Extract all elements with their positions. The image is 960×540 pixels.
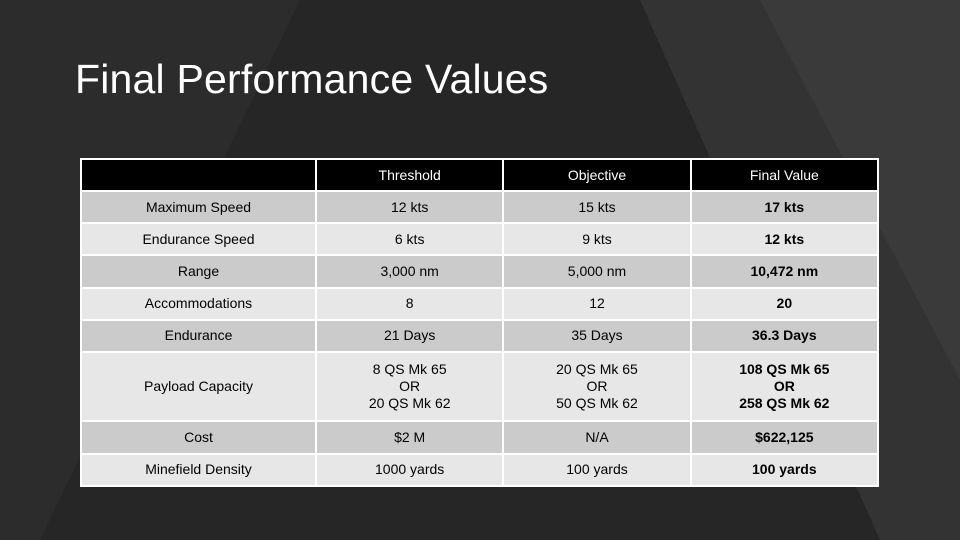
row-label: Range	[80, 254, 317, 289]
threshold-cell: 3,000 nm	[314, 254, 505, 289]
header-objective: Objective	[502, 158, 692, 192]
header-blank	[80, 158, 317, 192]
objective-cell: 35 Days	[502, 318, 692, 354]
final-value-cell: 12 kts	[689, 222, 880, 257]
row-label: Minefield Density	[80, 452, 317, 488]
threshold-cell: 8 QS Mk 65 OR 20 QS Mk 62	[314, 351, 505, 423]
row-label: Endurance Speed	[80, 222, 317, 257]
final-value-cell: $622,125	[689, 420, 880, 455]
objective-cell: 5,000 nm	[502, 254, 692, 289]
threshold-cell: 12 kts	[314, 189, 505, 225]
row-label: Endurance	[80, 318, 317, 354]
threshold-cell: 21 Days	[314, 318, 505, 354]
final-value-cell: 36.3 Days	[689, 318, 880, 354]
header-threshold: Threshold	[314, 158, 505, 192]
table-row: Range 3,000 nm 5,000 nm 10,472 nm	[80, 254, 880, 289]
final-value-cell: 20	[689, 286, 880, 321]
threshold-cell: 1000 yards	[314, 452, 505, 488]
table-row: Endurance 21 Days 35 Days 36.3 Days	[80, 318, 880, 354]
objective-cell: 15 kts	[502, 189, 692, 225]
final-value-cell: 17 kts	[689, 189, 880, 225]
row-label: Cost	[80, 420, 317, 455]
row-label: Payload Capacity	[80, 351, 317, 423]
objective-cell: N/A	[502, 420, 692, 455]
objective-cell: 12	[502, 286, 692, 321]
objective-cell: 20 QS Mk 65 OR 50 QS Mk 62	[502, 351, 692, 423]
slide-title: Final Performance Values	[75, 56, 549, 102]
performance-table: Threshold Objective Final Value Maximum …	[80, 158, 880, 488]
objective-cell: 100 yards	[502, 452, 692, 488]
row-label: Maximum Speed	[80, 189, 317, 225]
final-value-cell: 10,472 nm	[689, 254, 880, 289]
table-row: Cost $2 M N/A $622,125	[80, 420, 880, 455]
table-header-row: Threshold Objective Final Value	[80, 158, 880, 192]
threshold-cell: 6 kts	[314, 222, 505, 257]
threshold-cell: 8	[314, 286, 505, 321]
table-row: Minefield Density 1000 yards 100 yards 1…	[80, 452, 880, 488]
table-row: Payload Capacity 8 QS Mk 65 OR 20 QS Mk …	[80, 351, 880, 423]
table-row: Endurance Speed 6 kts 9 kts 12 kts	[80, 222, 880, 257]
final-value-cell: 100 yards	[689, 452, 880, 488]
objective-cell: 9 kts	[502, 222, 692, 257]
header-final-value: Final Value	[689, 158, 880, 192]
threshold-cell: $2 M	[314, 420, 505, 455]
table-row: Accommodations 8 12 20	[80, 286, 880, 321]
row-label: Accommodations	[80, 286, 317, 321]
final-value-cell: 108 QS Mk 65 OR 258 QS Mk 62	[689, 351, 880, 423]
table-row: Maximum Speed 12 kts 15 kts 17 kts	[80, 189, 880, 225]
